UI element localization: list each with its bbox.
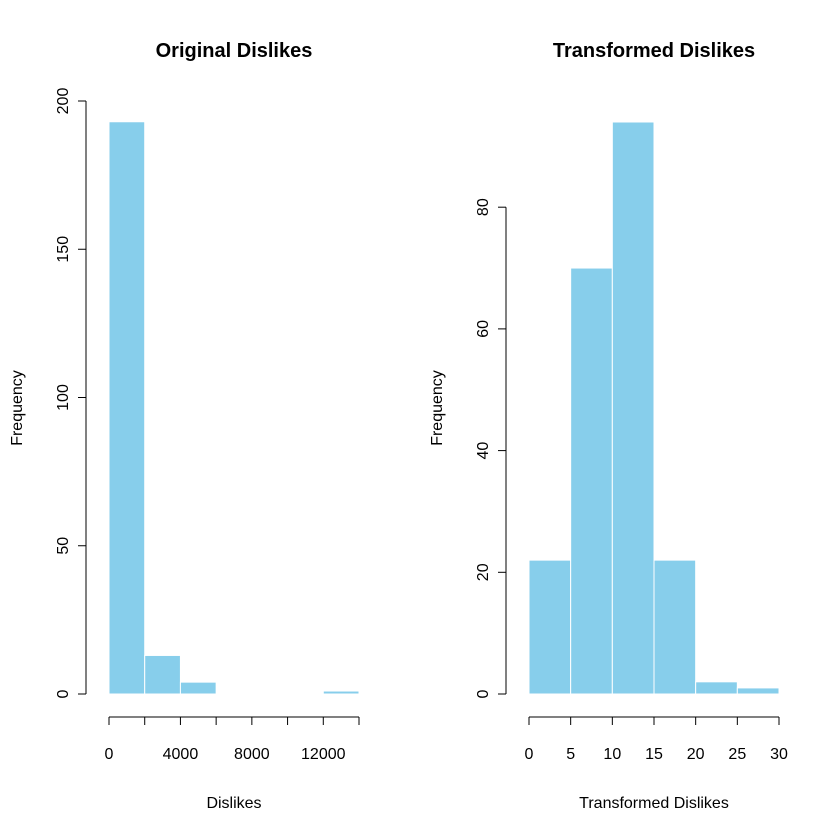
y-tick-label: 0 — [475, 689, 492, 698]
x-tick-label: 8000 — [234, 746, 270, 763]
histogram-bar — [653, 559, 697, 695]
x-tick-label: 4000 — [163, 746, 199, 763]
x-tick-label: 30 — [770, 746, 788, 763]
x-axis-label: Transformed Dislikes — [579, 795, 729, 812]
bars-group — [108, 121, 360, 695]
histogram-bar — [736, 687, 780, 695]
x-axis: 0 4000 8000 12000 — [105, 716, 360, 763]
histogram-bar — [611, 121, 655, 695]
histogram-bar — [179, 681, 217, 695]
x-axis: 0 5 10 15 20 25 30 — [525, 716, 788, 763]
y-tick-label: 200 — [55, 88, 72, 115]
x-tick-label: 10 — [603, 746, 621, 763]
y-axis-label: Frequency — [429, 370, 446, 446]
x-tick-label: 12000 — [301, 746, 346, 763]
panel-title: Original Dislikes — [156, 40, 313, 62]
histogram-bar — [528, 559, 572, 695]
y-axis: 0 50 100 150 200 — [55, 88, 87, 698]
x-tick-label: 0 — [105, 746, 114, 763]
bars-group — [528, 121, 780, 695]
original-dislikes-panel: Original Dislikes Dislikes Frequency 0 40… — [9, 40, 360, 812]
x-tick-label: 20 — [687, 746, 705, 763]
histogram-bar — [108, 121, 146, 695]
y-axis: 0 20 40 60 80 — [475, 198, 507, 698]
y-tick-label: 0 — [55, 689, 72, 698]
histogram-bar — [695, 681, 738, 695]
y-tick-label: 80 — [475, 198, 492, 216]
y-tick-label: 60 — [475, 320, 492, 338]
y-tick-label: 150 — [55, 236, 72, 263]
histogram-bar — [144, 654, 181, 695]
x-axis-label: Dislikes — [206, 795, 261, 812]
histogram-bar — [570, 267, 613, 695]
y-tick-label: 40 — [475, 442, 492, 460]
x-tick-label: 25 — [728, 746, 746, 763]
y-axis-label: Frequency — [9, 370, 26, 446]
x-tick-label: 5 — [566, 746, 575, 763]
y-tick-label: 50 — [55, 537, 72, 555]
x-tick-label: 0 — [525, 746, 534, 763]
panel-title: Transformed Dislikes — [553, 40, 755, 62]
histogram-bar — [322, 690, 360, 695]
x-tick-label: 15 — [645, 746, 663, 763]
transformed-dislikes-panel: Transformed Dislikes Transformed Dislike… — [429, 40, 788, 812]
y-tick-label: 20 — [475, 563, 492, 581]
y-tick-label: 100 — [55, 384, 72, 411]
